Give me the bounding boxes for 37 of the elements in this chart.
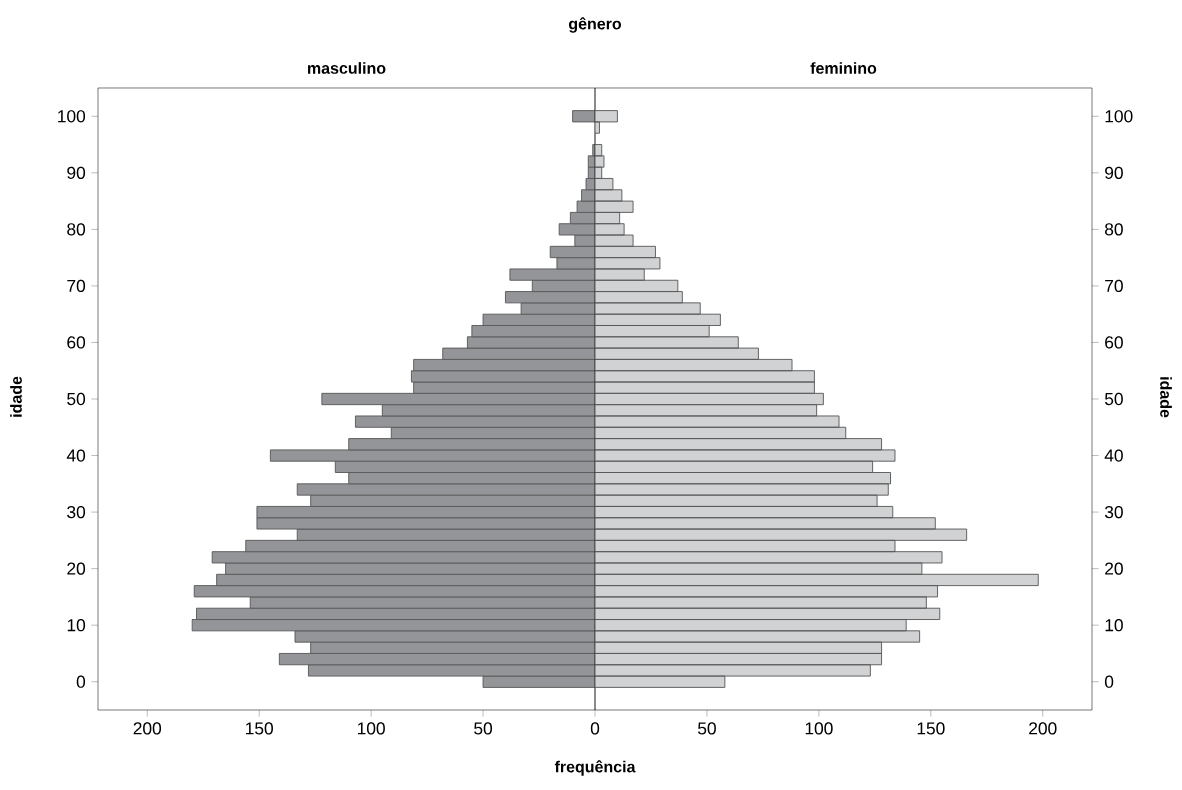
y-axis-title: idade [10, 376, 22, 417]
x-tick-label: 100 [805, 722, 833, 735]
chart-title: gênero [568, 17, 622, 33]
chart-subtitle: masculino [307, 62, 386, 74]
y-tick-label: 100 [58, 110, 86, 123]
y-tick-label: 20 [1105, 562, 1123, 575]
y-tick-label: 0 [76, 675, 86, 688]
x-tick-label: 200 [133, 722, 162, 735]
x-tick-label: 200 [1029, 722, 1057, 735]
y-tick-label: 60 [67, 336, 86, 349]
y-tick-label: 40 [1104, 449, 1123, 462]
x-tick-label: 50 [697, 722, 716, 735]
y-tick-label: 90 [67, 166, 86, 179]
x-tick-label: 150 [917, 722, 945, 735]
y-tick-label: 90 [1105, 166, 1123, 179]
x-tick-label: 100 [357, 722, 385, 735]
y-tick-label: 100 [1105, 110, 1133, 123]
y-tick-label: 70 [1105, 279, 1123, 293]
y-tick-label: 70 [67, 279, 86, 293]
y-tick-label: 60 [1105, 336, 1123, 349]
y-tick-label: 50 [1104, 392, 1123, 406]
y-tick-label: 10 [1105, 619, 1123, 632]
y-tick-label: 40 [66, 449, 86, 462]
y-tick-label: 20 [67, 562, 86, 575]
y-tick-label: 80 [67, 223, 86, 236]
y-axis-title: idade [1160, 377, 1172, 418]
y-tick-label: 0 [1104, 675, 1114, 688]
x-tick-label: 150 [246, 722, 273, 735]
x-tick-label: 50 [474, 722, 493, 735]
x-tick-label: 0 [590, 722, 600, 735]
chart-subtitle: feminino [810, 62, 877, 74]
y-tick-label: 50 [67, 392, 86, 406]
x-axis-title: frequência [554, 760, 636, 776]
y-tick-label: 80 [1105, 223, 1123, 236]
y-tick-label: 30 [1104, 505, 1123, 519]
y-tick-label: 30 [67, 505, 86, 519]
y-tick-label: 10 [67, 619, 86, 632]
